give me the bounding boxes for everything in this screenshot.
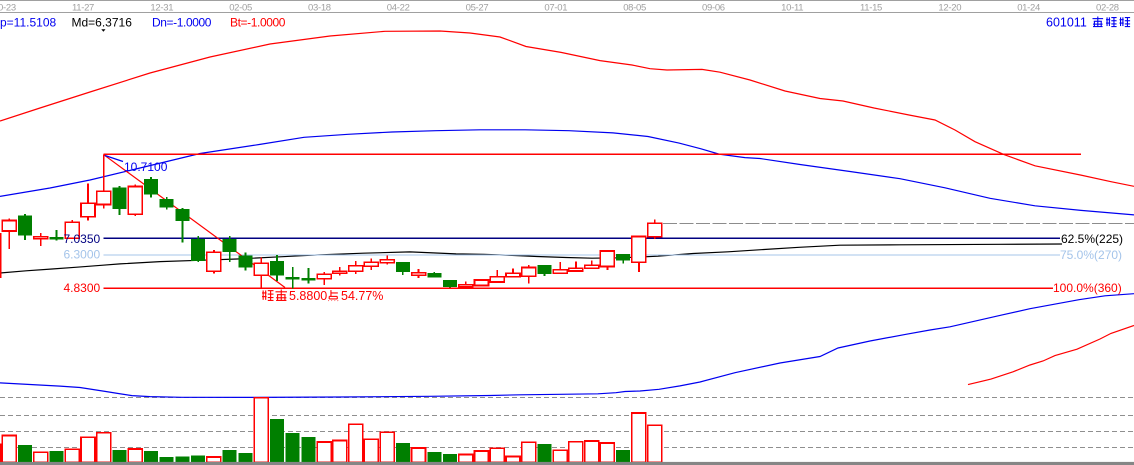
svg-text:01-24: 01-24 — [1017, 2, 1040, 13]
svg-text:6.3000: 6.3000 — [64, 248, 101, 262]
svg-text:10-11: 10-11 — [781, 2, 803, 13]
svg-text:07-01: 07-01 — [544, 2, 567, 13]
svg-text:11-15: 11-15 — [860, 2, 882, 13]
svg-text:04-22: 04-22 — [387, 2, 410, 13]
svg-text:02-28: 02-28 — [1096, 2, 1119, 13]
svg-text:75.0%(270): 75.0%(270) — [1060, 248, 1122, 262]
svg-text:7.0350: 7.0350 — [64, 232, 101, 246]
svg-text:54.77%: 54.77% — [341, 289, 383, 303]
svg-text:02-05: 02-05 — [229, 2, 252, 13]
svg-text:09-06: 09-06 — [702, 2, 725, 13]
svg-text:p=11.5108: p=11.5108 — [0, 16, 56, 30]
svg-text:Dn=-1.0000: Dn=-1.0000 — [152, 16, 212, 30]
svg-text:4.8300: 4.8300 — [64, 281, 101, 295]
svg-text:100.0%(360): 100.0%(360) — [1053, 281, 1122, 295]
svg-text:12-31: 12-31 — [150, 2, 173, 13]
svg-text:Bt=-1.0000: Bt=-1.0000 — [230, 16, 286, 30]
svg-text:08-05: 08-05 — [623, 2, 646, 13]
svg-text:11-27: 11-27 — [72, 2, 94, 13]
svg-text:601011: 601011 — [1046, 16, 1087, 30]
svg-text:10-23: 10-23 — [0, 2, 16, 13]
svg-text:62.5%(225): 62.5%(225) — [1061, 232, 1123, 246]
svg-text:12-20: 12-20 — [938, 2, 961, 13]
svg-text:Md=6.3716: Md=6.3716 — [72, 16, 133, 30]
svg-text:05-27: 05-27 — [466, 2, 489, 13]
svg-text:5.8800: 5.8800 — [289, 289, 327, 303]
svg-text:10.7100: 10.7100 — [124, 160, 168, 174]
svg-text:03-18: 03-18 — [308, 2, 331, 13]
